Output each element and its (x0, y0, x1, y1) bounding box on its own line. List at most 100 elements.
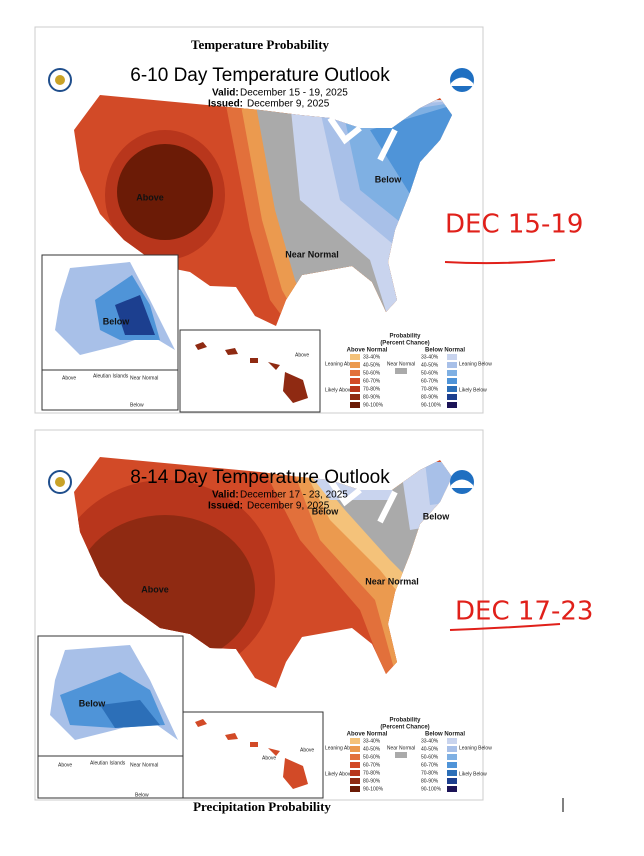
legend-swatch (447, 394, 457, 400)
legend-swatch (447, 754, 457, 760)
legend-range: 60-70% (421, 378, 439, 384)
legend-range: 90-100% (363, 786, 384, 792)
issued: December 9, 2025 (247, 501, 330, 512)
legend-range: 50-60% (363, 754, 381, 760)
legend: Probability(Percent Chance)Above Normal B… (325, 334, 492, 409)
map-label: Near Normal (130, 762, 158, 768)
legend-range: 60-70% (363, 378, 381, 384)
legend-swatch (350, 770, 360, 776)
valid-label: Valid: (212, 88, 239, 99)
underline (449, 623, 561, 631)
hawaii (195, 719, 308, 789)
legend-swatch (447, 386, 457, 392)
legend-swatch (447, 746, 457, 752)
legend-range: 40-50% (363, 746, 381, 752)
legend-swatch (395, 368, 407, 374)
legend-range: 33-40% (421, 738, 439, 744)
map-label: Above (62, 375, 76, 381)
legend: Probability(Percent Chance)Above Normal B… (325, 718, 492, 793)
logo (451, 479, 473, 488)
legend-side: Likely Above (325, 771, 353, 777)
legend-range: 80-90% (421, 778, 439, 784)
legend-swatch (350, 754, 360, 760)
annotation: DEC 17-23 (455, 597, 593, 627)
legend-swatch (350, 746, 360, 752)
outlook-title: 6-10 Day Temperature Outlook (130, 65, 390, 86)
lakes (327, 116, 398, 162)
legend-swatch (350, 778, 360, 784)
legend-swatch (350, 786, 360, 792)
legend-range: 40-50% (363, 362, 381, 368)
map-label: Above (141, 584, 169, 594)
legend-range: 60-70% (421, 762, 439, 768)
legend-range: 90-100% (363, 402, 384, 408)
legend-side: Leaning Below (459, 745, 492, 751)
legend-head: Below Normal (425, 348, 465, 354)
legend-side: Likely Above (325, 387, 353, 393)
next-title: Precipitation Probability (193, 799, 331, 814)
hawaii (195, 342, 308, 403)
map-label: Above (262, 755, 276, 761)
legend-head: Near Normal (387, 361, 415, 367)
legend-swatch (447, 738, 457, 744)
legend-range: 50-60% (421, 754, 439, 760)
legend-head: Above Normal (347, 732, 388, 738)
legend-head: Near Normal (387, 745, 415, 751)
legend-side: Likely Below (459, 387, 487, 393)
legend-range: 40-50% (421, 746, 439, 752)
legend-head: Below Normal (425, 732, 465, 738)
legend-swatch (447, 378, 457, 384)
logo (55, 75, 65, 85)
legend-swatch (447, 778, 457, 784)
legend-swatch (350, 762, 360, 768)
legend-swatch (350, 354, 360, 360)
aleutian-inset (41, 369, 179, 411)
valid-label: Valid: (212, 490, 239, 501)
alaska-band (100, 700, 160, 728)
map-label: Above (58, 762, 72, 768)
legend-subtitle: (Percent Chance) (380, 341, 429, 347)
legend-range: 50-60% (421, 370, 439, 376)
legend-range: 90-100% (421, 402, 442, 408)
legend-title: Probability (389, 334, 421, 340)
legend-swatch (447, 354, 457, 360)
legend-swatch (350, 362, 360, 368)
legend-swatch (447, 770, 457, 776)
map-label: Near Normal (285, 249, 339, 259)
legend-range: 70-80% (421, 770, 439, 776)
legend-range: 70-80% (363, 386, 381, 392)
lakes (327, 478, 398, 524)
map-label: Near Normal (365, 576, 419, 586)
legend-range: 80-90% (363, 778, 381, 784)
valid: December 15 - 19, 2025 (240, 88, 348, 99)
aleutian-inset (37, 755, 184, 799)
legend-swatch (447, 786, 457, 792)
legend-side: Leaning Above (325, 361, 358, 367)
legend-range: 70-80% (421, 386, 439, 392)
map-label: Above (295, 352, 309, 358)
legend-swatch (350, 378, 360, 384)
legend-swatch (350, 402, 360, 408)
legend-range: 90-100% (421, 786, 442, 792)
legend-range: 33-40% (363, 354, 381, 360)
legend-range: 80-90% (363, 394, 381, 400)
legend-range: 80-90% (421, 394, 439, 400)
legend-side: Likely Below (459, 771, 487, 777)
map-label: Aleutian Islands (90, 760, 126, 766)
legend-range: 70-80% (363, 770, 381, 776)
legend-swatch (447, 762, 457, 768)
legend-range: 40-50% (421, 362, 439, 368)
underline (444, 259, 556, 265)
map-label: Below (135, 792, 149, 798)
map-label: Below (79, 698, 107, 708)
map-label: Below (423, 511, 451, 521)
legend-swatch (350, 386, 360, 392)
legend-side: Leaning Above (325, 745, 358, 751)
map-label: Aleutian Islands (93, 373, 129, 379)
legend-swatch (350, 738, 360, 744)
legend-range: 50-60% (363, 370, 381, 376)
map-label: Above (136, 192, 164, 202)
issued: December 9, 2025 (247, 99, 330, 110)
map-label: Below (103, 316, 131, 326)
map-label: Below (130, 402, 144, 408)
